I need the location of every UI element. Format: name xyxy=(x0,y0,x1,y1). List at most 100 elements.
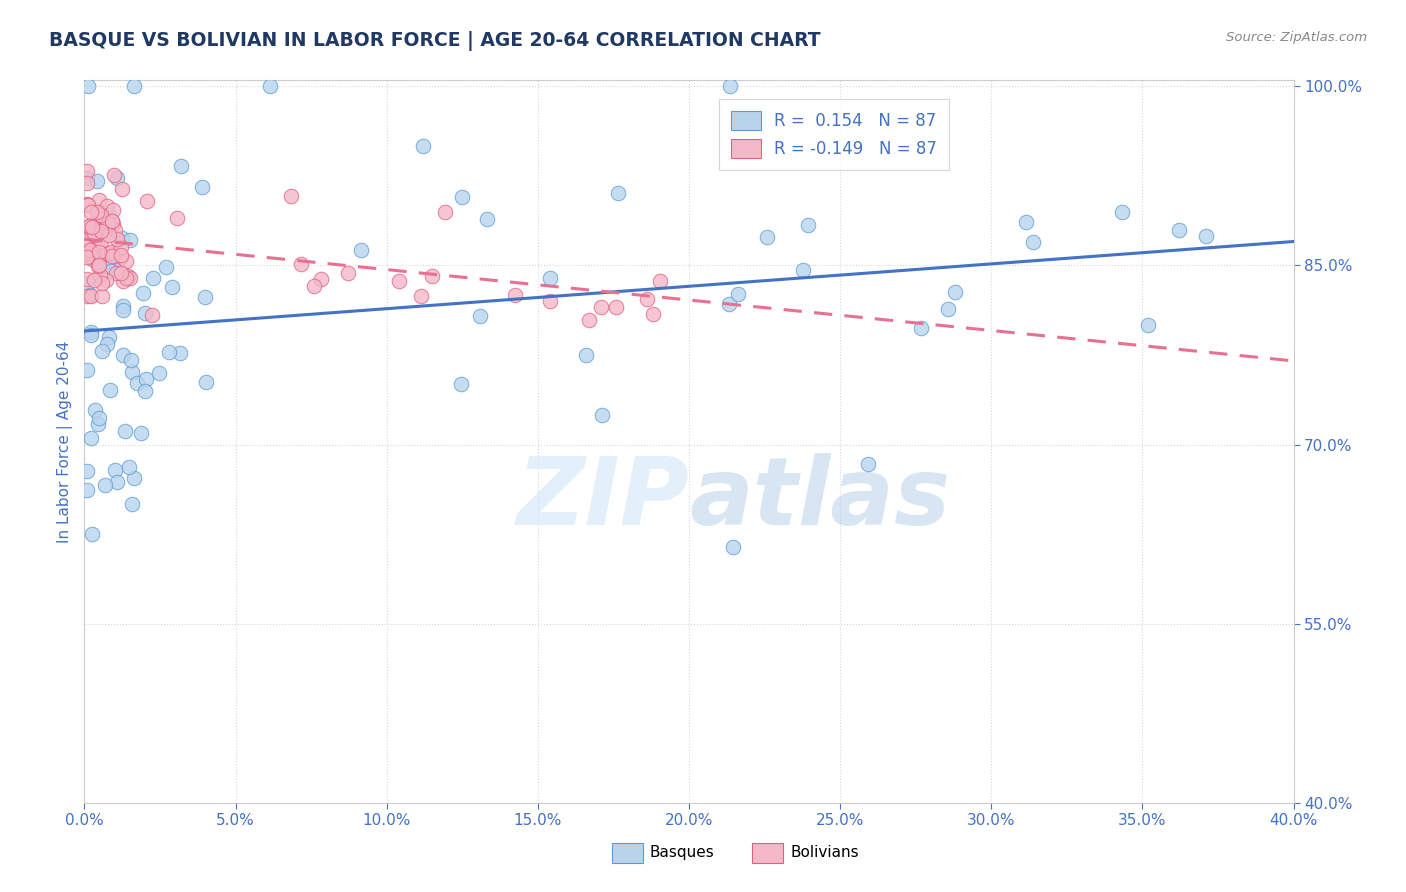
Bolivians xyxy=(86,226,108,240)
Bolivians xyxy=(110,250,132,264)
Basques xyxy=(1022,235,1045,249)
Bolivians xyxy=(97,228,120,243)
Bolivians xyxy=(420,268,443,283)
Basques xyxy=(194,375,217,389)
Bolivians xyxy=(110,248,132,262)
Bolivians xyxy=(76,239,98,253)
Bolivians xyxy=(110,266,132,280)
Bolivians xyxy=(80,252,103,267)
Bolivians xyxy=(86,236,108,251)
Basques xyxy=(96,336,118,351)
Bolivians xyxy=(101,248,124,262)
Basques xyxy=(80,526,103,541)
Bolivians xyxy=(90,223,112,237)
Bolivians xyxy=(87,260,110,274)
Bolivians xyxy=(83,272,105,286)
Legend: R =  0.154   N = 87, R = -0.149   N = 87: R = 0.154 N = 87, R = -0.149 N = 87 xyxy=(720,99,949,169)
Bolivians xyxy=(120,270,142,285)
Basques xyxy=(194,290,217,304)
Bolivians xyxy=(79,244,101,258)
Basques xyxy=(1015,215,1038,229)
Bolivians xyxy=(76,251,98,265)
Bolivians xyxy=(105,231,128,245)
Text: atlas: atlas xyxy=(689,453,950,545)
Basques xyxy=(607,186,630,201)
Bolivians xyxy=(91,276,114,290)
Bolivians xyxy=(87,258,110,272)
Basques xyxy=(468,309,491,323)
Basques xyxy=(756,230,779,244)
Basques xyxy=(124,79,146,94)
Basques xyxy=(124,470,146,484)
Basques xyxy=(80,328,103,343)
Basques xyxy=(76,362,98,376)
Text: Source: ZipAtlas.com: Source: ZipAtlas.com xyxy=(1226,31,1367,45)
Basques xyxy=(412,138,434,153)
Bolivians xyxy=(166,211,188,225)
Bolivians xyxy=(302,279,325,293)
Basques xyxy=(101,214,124,228)
Basques xyxy=(134,384,156,398)
Basques xyxy=(100,264,122,278)
Basques xyxy=(718,79,741,94)
Basques xyxy=(1195,228,1218,243)
Basques xyxy=(107,263,129,277)
Basques xyxy=(77,79,100,94)
Basques xyxy=(350,244,373,258)
Bolivians xyxy=(79,221,101,235)
Basques xyxy=(191,180,214,194)
Bolivians xyxy=(409,289,432,303)
Basques xyxy=(105,475,128,490)
Basques xyxy=(114,424,136,438)
Bolivians xyxy=(89,268,111,282)
Text: ZIP: ZIP xyxy=(516,453,689,545)
Basques xyxy=(856,457,879,471)
Bolivians xyxy=(77,219,100,233)
Basques xyxy=(450,377,472,392)
Basques xyxy=(87,417,110,431)
Basques xyxy=(169,346,191,360)
Text: BASQUE VS BOLIVIAN IN LABOR FORCE | AGE 20-64 CORRELATION CHART: BASQUE VS BOLIVIAN IN LABOR FORCE | AGE … xyxy=(49,31,821,51)
Basques xyxy=(538,271,561,285)
Bolivians xyxy=(135,194,157,209)
Bolivians xyxy=(117,269,139,284)
Basques xyxy=(169,159,191,173)
Bolivians xyxy=(83,227,105,242)
Basques xyxy=(97,330,120,344)
Basques xyxy=(121,497,143,511)
Basques xyxy=(591,409,613,423)
Bolivians xyxy=(141,309,163,323)
Bolivians xyxy=(578,313,600,327)
Bolivians xyxy=(94,247,117,261)
Bolivians xyxy=(82,220,104,235)
Bolivians xyxy=(105,266,128,280)
Text: Basques: Basques xyxy=(650,846,714,860)
Bolivians xyxy=(100,214,122,228)
Basques xyxy=(792,263,814,277)
Basques xyxy=(142,270,165,285)
Basques xyxy=(721,540,744,554)
Bolivians xyxy=(388,274,411,288)
Bolivians xyxy=(97,216,120,230)
Basques xyxy=(121,365,143,379)
Bolivians xyxy=(90,234,112,248)
Basques xyxy=(104,463,127,477)
Bolivians xyxy=(76,163,98,178)
Bolivians xyxy=(290,257,312,271)
Bolivians xyxy=(115,253,138,268)
Basques xyxy=(575,348,598,362)
Basques xyxy=(80,326,103,340)
Bolivians xyxy=(86,205,108,219)
Basques xyxy=(155,260,177,274)
Basques xyxy=(112,348,135,362)
Bolivians xyxy=(76,197,98,211)
Basques xyxy=(477,211,499,226)
Bolivians xyxy=(79,204,101,219)
Bolivians xyxy=(112,274,135,288)
Bolivians xyxy=(101,203,124,218)
Basques xyxy=(727,286,749,301)
Bolivians xyxy=(80,227,103,242)
Bolivians xyxy=(80,249,103,263)
Basques xyxy=(76,483,98,497)
Basques xyxy=(129,426,152,441)
